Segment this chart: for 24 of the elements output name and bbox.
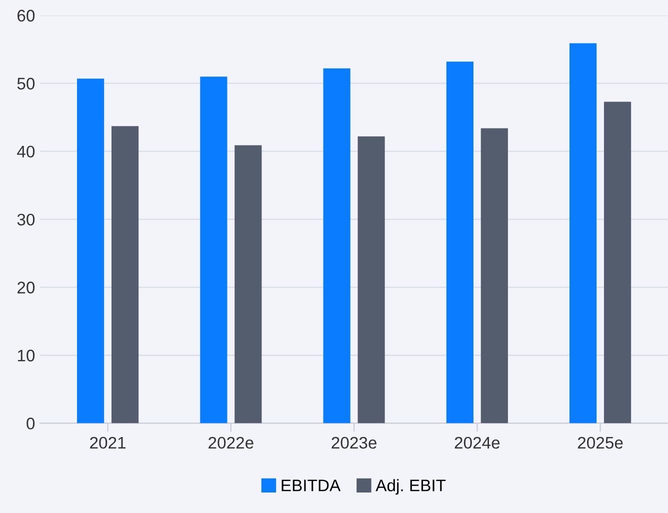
x-tick-label: 2024e	[454, 436, 500, 449]
y-tick-label: 40	[17, 146, 35, 158]
legend-label: EBITDA	[282, 480, 341, 492]
x-tick-label: 2021	[90, 436, 126, 449]
y-tick-label: 30	[17, 214, 35, 226]
bar	[604, 102, 632, 424]
bar	[77, 78, 104, 424]
x-tick-label: 2022e	[208, 436, 254, 449]
bar	[480, 128, 508, 424]
y-tick-label: 10	[18, 350, 35, 362]
bar	[358, 136, 385, 424]
bar	[234, 145, 262, 424]
bar	[111, 126, 139, 424]
x-tick-label: 2023e	[332, 436, 376, 449]
y-tick-label: 20	[18, 282, 35, 294]
bar	[446, 62, 474, 424]
bar	[570, 43, 597, 424]
y-tick-label: 50	[17, 78, 35, 90]
legend-label: Adj. EBIT	[376, 479, 446, 495]
x-tick-label: 2025e	[578, 436, 623, 449]
y-tick-label: 60	[18, 10, 35, 22]
y-tick-label: 0	[26, 418, 35, 430]
bar	[200, 76, 228, 424]
bar	[323, 68, 350, 424]
